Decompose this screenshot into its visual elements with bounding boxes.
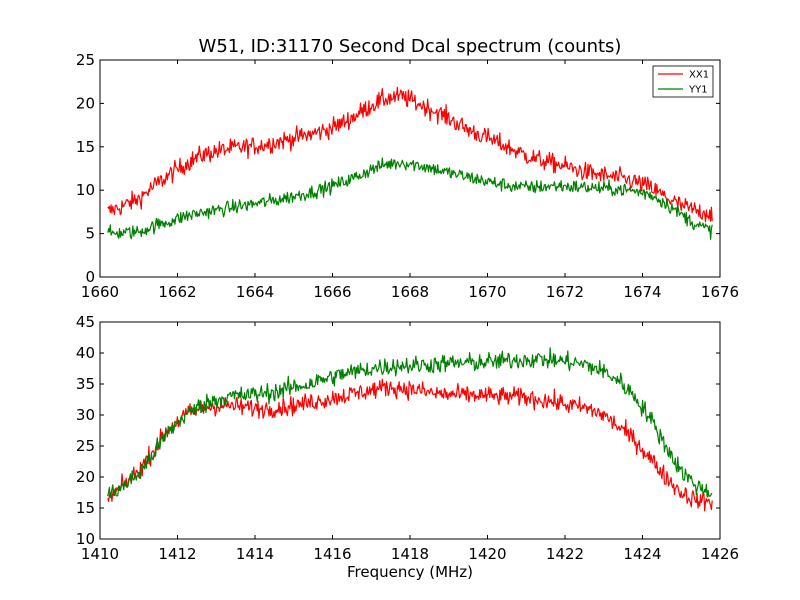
- x-tick-label: 1420: [468, 545, 506, 563]
- y-tick-label: 5: [85, 225, 95, 243]
- y-tick-label: 25: [76, 437, 95, 455]
- x-tick-label: 1418: [391, 545, 429, 563]
- y-tick-label: 40: [76, 344, 95, 362]
- series-line-yy1: [107, 157, 713, 240]
- legend-label-xx1: XX1: [689, 70, 709, 81]
- y-tick-label: 45: [76, 313, 95, 331]
- x-tick-label: 1674: [623, 283, 661, 301]
- x-tick-label: 1416: [313, 545, 351, 563]
- top-plot-frame: [99, 59, 721, 278]
- top-plot-y-tick-labels: 0 5 10 15 20 25: [76, 51, 95, 286]
- series-line-xx1: [107, 86, 713, 223]
- x-tick-label: 1410: [81, 545, 119, 563]
- top-plot: W51, ID:31170 Second Dcal spectrum (coun…: [76, 36, 739, 301]
- y-tick-label: 35: [76, 375, 95, 393]
- x-tick-label: 1660: [81, 283, 119, 301]
- y-tick-label: 15: [76, 138, 95, 156]
- bottom-plot-y-tick-labels: 10 15 20 25 30 35 40 45: [76, 313, 95, 548]
- y-tick-label: 30: [76, 406, 95, 424]
- x-tick-label: 1424: [623, 545, 661, 563]
- x-tick-label: 1672: [546, 283, 584, 301]
- bottom-plot-frame: [99, 321, 721, 540]
- legend-box: [652, 65, 714, 98]
- x-tick-label: 1414: [236, 545, 274, 563]
- x-tick-label: 1676: [701, 283, 739, 301]
- x-tick-label: 1426: [701, 545, 739, 563]
- x-tick-label: 1664: [236, 283, 274, 301]
- y-tick-label: 10: [76, 181, 95, 199]
- y-tick-label: 20: [76, 94, 95, 112]
- y-tick-label: 15: [76, 499, 95, 517]
- y-tick-label: 20: [76, 468, 95, 486]
- top-plot-x-tick-labels: 1660 1662 1664 1666 1668 1670 1672 1674 1676: [81, 283, 739, 301]
- bottom-plot-x-tick-labels: 1410 1412 1414 1416 1418 1420 1422 1424 1426: [81, 545, 739, 563]
- x-tick-label: 1666: [313, 283, 351, 301]
- bottom-plot: 1410 1412 1414 1416 1418 1420 1422 1424 1426 101…: [76, 313, 739, 581]
- x-tick-label: 1412: [158, 545, 196, 563]
- x-tick-label: 1662: [158, 283, 196, 301]
- top-plot-series: [107, 86, 713, 240]
- legend: XX1 YY1: [652, 65, 714, 98]
- x-tick-label: 1422: [546, 545, 584, 563]
- x-axis-label: Frequency (MHz): [347, 563, 473, 581]
- x-tick-label: 1668: [391, 283, 429, 301]
- y-tick-label: 10: [76, 530, 95, 548]
- legend-label-yy1: YY1: [688, 85, 708, 96]
- chart-title: W51, ID:31170 Second Dcal spectrum (coun…: [199, 36, 622, 57]
- x-tick-label: 1670: [468, 283, 506, 301]
- y-tick-label: 0: [85, 268, 95, 286]
- series-line-xx1: [107, 378, 713, 512]
- series-line-yy1: [107, 347, 713, 499]
- y-tick-label: 25: [76, 51, 95, 69]
- bottom-plot-series: [107, 347, 713, 512]
